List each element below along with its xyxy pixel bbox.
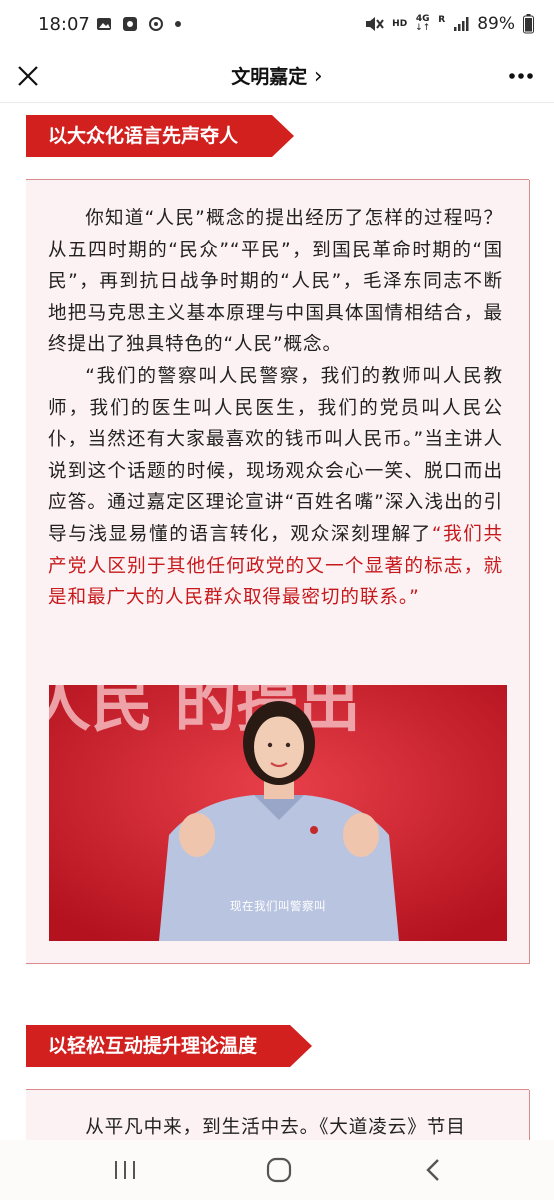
paragraph-3: 从平凡中来，到生活中去。《大道凌云》节目: [85, 1117, 466, 1138]
sync-icon: [149, 17, 163, 31]
paragraph-2-highlight: “我们共产党人区别于其他任何政党的又一个显著的标志，就是和最广大的人民群众取得最…: [48, 523, 504, 609]
section-heading-2-label: 以轻松互动提升理论温度: [26, 1025, 290, 1067]
back-icon[interactable]: [424, 1158, 442, 1182]
photo-background-text: 人民 的提出: [49, 685, 361, 740]
recents-icon[interactable]: [112, 1158, 138, 1182]
close-icon[interactable]: [14, 62, 42, 90]
net-r: R: [438, 15, 446, 25]
paragraph-1: 你知道“人民”概念的提出经历了怎样的过程吗？从五四时期的“民众”“平民”，到国民…: [48, 208, 503, 356]
mute-icon: [366, 17, 384, 31]
more-icon[interactable]: [508, 72, 534, 80]
net-arrows: ↓↑: [415, 23, 431, 33]
section-heading-2-arrow: [290, 1025, 312, 1067]
photo-caption: 现在我们叫警察叫: [230, 899, 326, 913]
panel-1-top-border: [26, 179, 529, 180]
home-icon[interactable]: [266, 1157, 292, 1183]
article-content: 以大众化语言先声夺人 你知道“人民”概念的提出经历了怎样的过程吗？从五四时期的“…: [0, 103, 554, 1140]
battery-icon: [523, 14, 534, 34]
section-heading-1-arrow: [272, 115, 294, 157]
nav-bar: 文明嘉定 ›: [0, 52, 554, 103]
dot-icon: [175, 21, 181, 27]
speaker-photo[interactable]: 人民 的提出 现在我们叫警察叫: [49, 685, 507, 941]
chevron-right-icon[interactable]: ›: [313, 64, 323, 89]
media-icon: [123, 17, 137, 31]
panel-2-top-border: [26, 1089, 529, 1090]
section-heading-1-label: 以大众化语言先声夺人: [26, 115, 272, 157]
status-time: 18:07: [38, 14, 90, 35]
nav-title[interactable]: 文明嘉定: [231, 66, 308, 88]
image-icon: [97, 18, 111, 30]
speaker-photo-illustration: 人民 的提出: [49, 685, 507, 941]
hd-label: HD: [392, 18, 408, 29]
paragraph-2: “我们的警察叫人民警察，我们的教师叫人民教师，我们的医生叫人民医生，我们的党员叫…: [48, 361, 503, 614]
system-nav-bar: [0, 1140, 554, 1200]
signal-icon: [454, 17, 469, 31]
status-bar: 18:07 HD 4G ↓↑ R 89%: [0, 0, 554, 52]
net-4g: 4G: [415, 14, 430, 24]
panel-2: 从平凡中来，到生活中去。《大道凌云》节目: [26, 1090, 530, 1140]
paragraph-2-text: “我们的警察叫人民警察，我们的教师叫人民教师，我们的医生叫人民医生，我们的党员叫…: [48, 365, 503, 545]
battery-percent: 89%: [477, 14, 515, 34]
